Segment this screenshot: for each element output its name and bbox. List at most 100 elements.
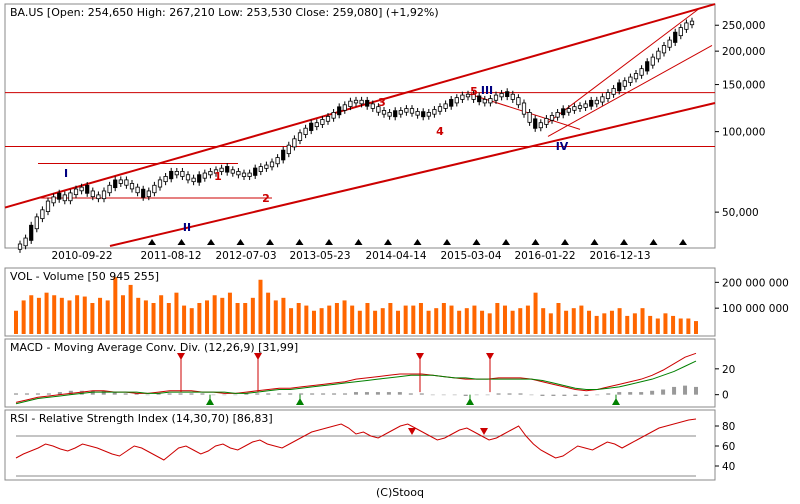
volume-title: VOL - Volume [50 945 255] [10,270,159,283]
candle-body [73,188,79,196]
macd-histogram-bar [277,393,282,395]
macd-histogram-bar [672,386,677,395]
macd-histogram-bar [200,393,205,395]
volume-bar [159,295,164,334]
candle-body [583,103,588,108]
volume-bar [472,305,477,334]
volume-bar [151,303,156,334]
rsi-sell-marker [480,428,488,435]
candle-body [505,91,510,97]
candle-body [393,110,398,118]
volume-bar [533,292,538,334]
volume-bar [281,297,286,334]
candle-body [320,119,325,125]
volume-bar [182,305,187,334]
wave-label: I [64,167,68,180]
signal-marker [531,239,540,245]
trend-line-thin [547,45,713,137]
volume-bar [67,300,72,334]
candle-body [499,92,504,98]
volume-bar [212,295,217,334]
volume-bar [396,310,401,334]
x-tick-label: 2015-03-04 [440,250,501,262]
rsi-ytick-label: 60 [722,441,735,453]
volume-bar [350,305,355,334]
volume-bar [258,279,263,334]
volume-bar [655,318,660,334]
rsi-ytick-label: 40 [722,461,735,473]
signal-marker [561,239,569,245]
macd-panel [4,338,716,408]
macd-histogram-bar [397,392,402,395]
macd-histogram-bar [178,393,183,395]
volume-bar [426,310,431,334]
macd-histogram-bar [101,390,106,395]
macd-histogram-bar [595,394,600,396]
candle-body [331,112,336,119]
candle-body [269,161,275,168]
candle-body [174,171,179,176]
volume-bar [625,315,630,334]
volume-bar [495,303,500,334]
volume-bar [548,313,553,334]
wave-label: 2 [262,192,270,205]
volume-bar [380,308,385,334]
candle-body [208,171,213,176]
macd-sell-marker [416,353,424,360]
macd-histogram-bar [57,392,62,395]
volume-bar [365,303,370,334]
rsi-title: RSI - Relative Strength Index (14,30,70)… [10,412,273,425]
signal-marker [413,239,422,245]
volume-ytick-label: 100 000 000 [722,303,789,315]
volume-bar [388,303,393,334]
volume-bar [36,297,41,334]
volume-bar [143,300,148,334]
signal-marker [443,239,451,245]
candle-body [124,179,129,186]
volume-bar [174,292,179,334]
macd-histogram-bar [408,393,413,395]
volume-bar [609,310,614,334]
signal-marker [472,239,481,245]
macd-histogram-bar [419,393,424,395]
volume-bar [686,318,691,334]
macd-histogram-bar [332,393,337,395]
volume-bar [136,297,141,334]
macd-histogram-bar [255,393,260,395]
volume-bar [587,310,592,334]
candle-body [51,196,56,204]
macd-histogram-bar [35,393,40,395]
price-ytick-label: 150,000 [722,80,765,92]
candle-body [197,174,202,183]
candle-body [622,80,627,87]
candle-body [617,82,622,92]
volume-bar [289,308,294,334]
candle-body [594,99,599,105]
candle-body [628,76,633,83]
volume-bar [82,296,87,334]
candle-body [253,167,258,176]
volume-bar [640,308,645,334]
volume-bar [128,284,133,334]
candle-body [96,194,101,200]
candle-body [387,112,392,117]
candle-body [656,50,661,60]
macd-histogram-bar [694,386,698,395]
candle-body [404,108,409,113]
candle-body [34,216,39,230]
candle-body [337,106,342,116]
candle-body [449,99,454,107]
candle-body [219,167,224,172]
macd-histogram-bar [496,393,501,395]
candle-body [527,112,532,123]
volume-bar [556,303,561,334]
candle-body [118,179,123,184]
volume-bar [21,300,26,334]
candle-body [460,94,465,100]
candle-body [359,99,364,105]
macd-histogram-bar [167,393,172,395]
macd-histogram-bar [573,394,578,396]
macd-ytick-label: 0 [722,390,729,402]
macd-histogram-bar [145,394,150,396]
candle-body [398,110,403,115]
